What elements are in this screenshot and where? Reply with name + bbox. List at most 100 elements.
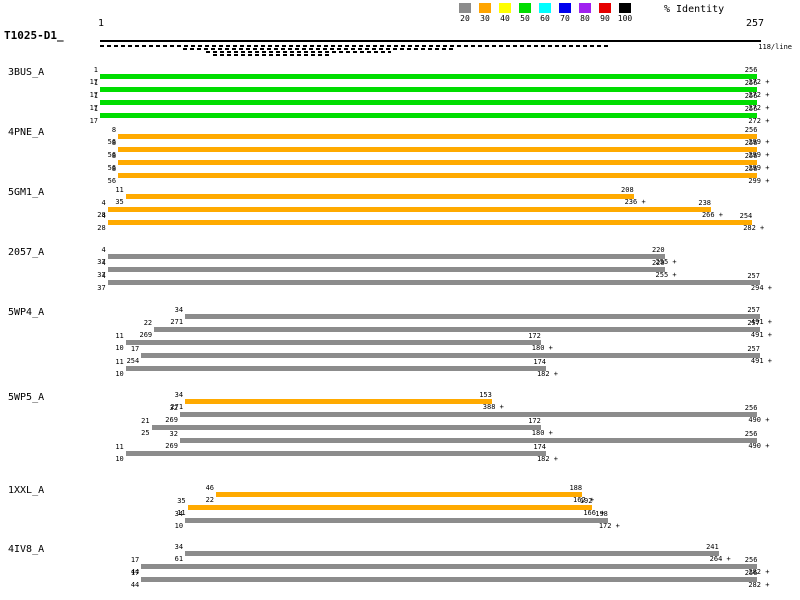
query-end-label: 172 [528, 417, 541, 425]
alignment-bar[interactable] [125, 451, 547, 456]
alignment-bar[interactable] [185, 518, 608, 523]
alignment-bar[interactable] [151, 425, 541, 430]
hit-label[interactable]: 4PNE_A [8, 127, 45, 138]
hit-start-label: 61 [174, 555, 184, 563]
legend-swatch [579, 3, 591, 13]
alignment-bar[interactable] [179, 412, 758, 417]
query-start-label: 8 [111, 139, 117, 147]
hit-end-label: 255 + [655, 258, 677, 266]
hit-label[interactable]: 5WP5_A [8, 392, 45, 403]
hit-end-label: 491 + [750, 331, 772, 339]
hit-end-label: 272 + [748, 91, 770, 99]
alignment-bar[interactable] [216, 492, 583, 497]
alignment-bar[interactable] [107, 220, 753, 225]
hit-label[interactable]: 5GM1_A [8, 187, 45, 198]
legend-bin: 40 [495, 3, 515, 23]
legend-bin: 60 [535, 3, 555, 23]
hit-start-label: 17 [89, 104, 98, 112]
query-start-label: 8 [111, 165, 117, 173]
hit-start-label: 37 [97, 258, 106, 266]
hit-start-label: 25 [141, 429, 150, 437]
legend-bin: 90 [595, 3, 615, 23]
alignment-bar[interactable] [141, 353, 760, 358]
alignment-bar[interactable] [100, 100, 758, 105]
alignment-bar[interactable] [179, 438, 758, 443]
query-end-label: 174 [533, 358, 547, 366]
query-start-label: 34 [174, 543, 184, 551]
alignment-bar[interactable] [118, 134, 758, 139]
query-end-label: 192 [579, 497, 593, 505]
query-start-label: 1 [93, 92, 98, 100]
alignment-bar[interactable] [125, 366, 547, 371]
query-start-label: 4 [101, 212, 106, 220]
query-start-label: 46 [205, 484, 215, 492]
hit-label[interactable]: 3BUS_A [8, 67, 45, 78]
query-end-label: 174 [533, 443, 547, 451]
hit-end-label: 182 + [536, 455, 559, 463]
query-start-label: 17 [130, 345, 140, 353]
query-start-label: 11 [115, 186, 124, 194]
alignment-bar[interactable] [141, 564, 758, 569]
hit-start-label: 11 [177, 509, 186, 517]
legend-bin: 30 [475, 3, 495, 23]
alignment-bar[interactable] [125, 340, 541, 345]
hit-label[interactable]: 4IV8_A [8, 544, 45, 555]
alignment-bar[interactable] [125, 194, 634, 199]
alignment-bar[interactable] [187, 505, 593, 510]
hit-label[interactable]: 2057_A [8, 247, 45, 258]
query-end-label: 256 [744, 92, 758, 100]
alignment-bar[interactable] [154, 327, 760, 332]
query-end-label: 198 [595, 510, 608, 518]
hit-end-label: 255 + [655, 271, 677, 279]
hit-end-label: 180 + [531, 344, 553, 352]
hit-start-label: 44 [130, 581, 140, 589]
query-title: T1025-D1_ [4, 29, 64, 42]
query-start-label: 4 [101, 272, 106, 280]
legend-swatch [459, 3, 471, 13]
hit-label[interactable]: 1XXL_A [8, 485, 45, 496]
alignment-bar[interactable] [107, 280, 760, 285]
hit-start-label: 56 [107, 138, 117, 146]
alignment-bar[interactable] [185, 399, 492, 404]
alignment-bar[interactable] [185, 551, 719, 556]
coverage-row [205, 51, 392, 53]
alignment-bar[interactable] [107, 267, 665, 272]
hit-start-label: 10 [115, 455, 124, 463]
hit-end-label: 266 + [701, 211, 724, 219]
query-end-label: 257 [747, 319, 760, 327]
hit-end-label: 282 + [748, 581, 770, 589]
query-end-label: 256 [744, 126, 758, 134]
query-end-label: 256 [744, 404, 758, 412]
hit-start-label: 44 [130, 568, 140, 576]
query-end-label: 254 [739, 212, 753, 220]
alignment-bar[interactable] [107, 254, 665, 259]
alignment-bar[interactable] [118, 147, 758, 152]
query-start-label: 34 [174, 306, 184, 314]
alignment-bar[interactable] [100, 74, 758, 79]
hit-end-label: 272 + [748, 104, 770, 112]
alignment-bar[interactable] [107, 207, 712, 212]
coverage-row [182, 48, 456, 50]
alignment-bar[interactable] [100, 113, 758, 118]
alignment-bar[interactable] [118, 160, 758, 165]
hit-start-label: 17 [89, 91, 98, 99]
alignment-bar[interactable] [141, 577, 758, 582]
identity-legend: 20 30 40 50 60 70 80 90 100 [455, 3, 635, 23]
hit-end-label: 180 + [531, 429, 553, 437]
hit-end-label: 166 + [583, 509, 605, 517]
legend-bin: 50 [515, 3, 535, 23]
legend-bin: 70 [555, 3, 575, 23]
alignment-bar[interactable] [118, 173, 758, 178]
hit-end-label: 299 + [748, 151, 770, 159]
query-start-label: 35 [177, 497, 186, 505]
alignment-bar[interactable] [100, 87, 758, 92]
hit-start-label: 10 [174, 522, 184, 530]
hit-label[interactable]: 5WP4_A [8, 307, 45, 318]
query-end-label: 220 [651, 246, 665, 254]
legend-bin-label: 50 [520, 14, 530, 23]
hit-start-label: 56 [107, 164, 117, 172]
alignment-bar[interactable] [185, 314, 760, 319]
legend-swatch [499, 3, 511, 13]
legend-swatch [519, 3, 531, 13]
hit-start-label: 271 [170, 318, 184, 326]
